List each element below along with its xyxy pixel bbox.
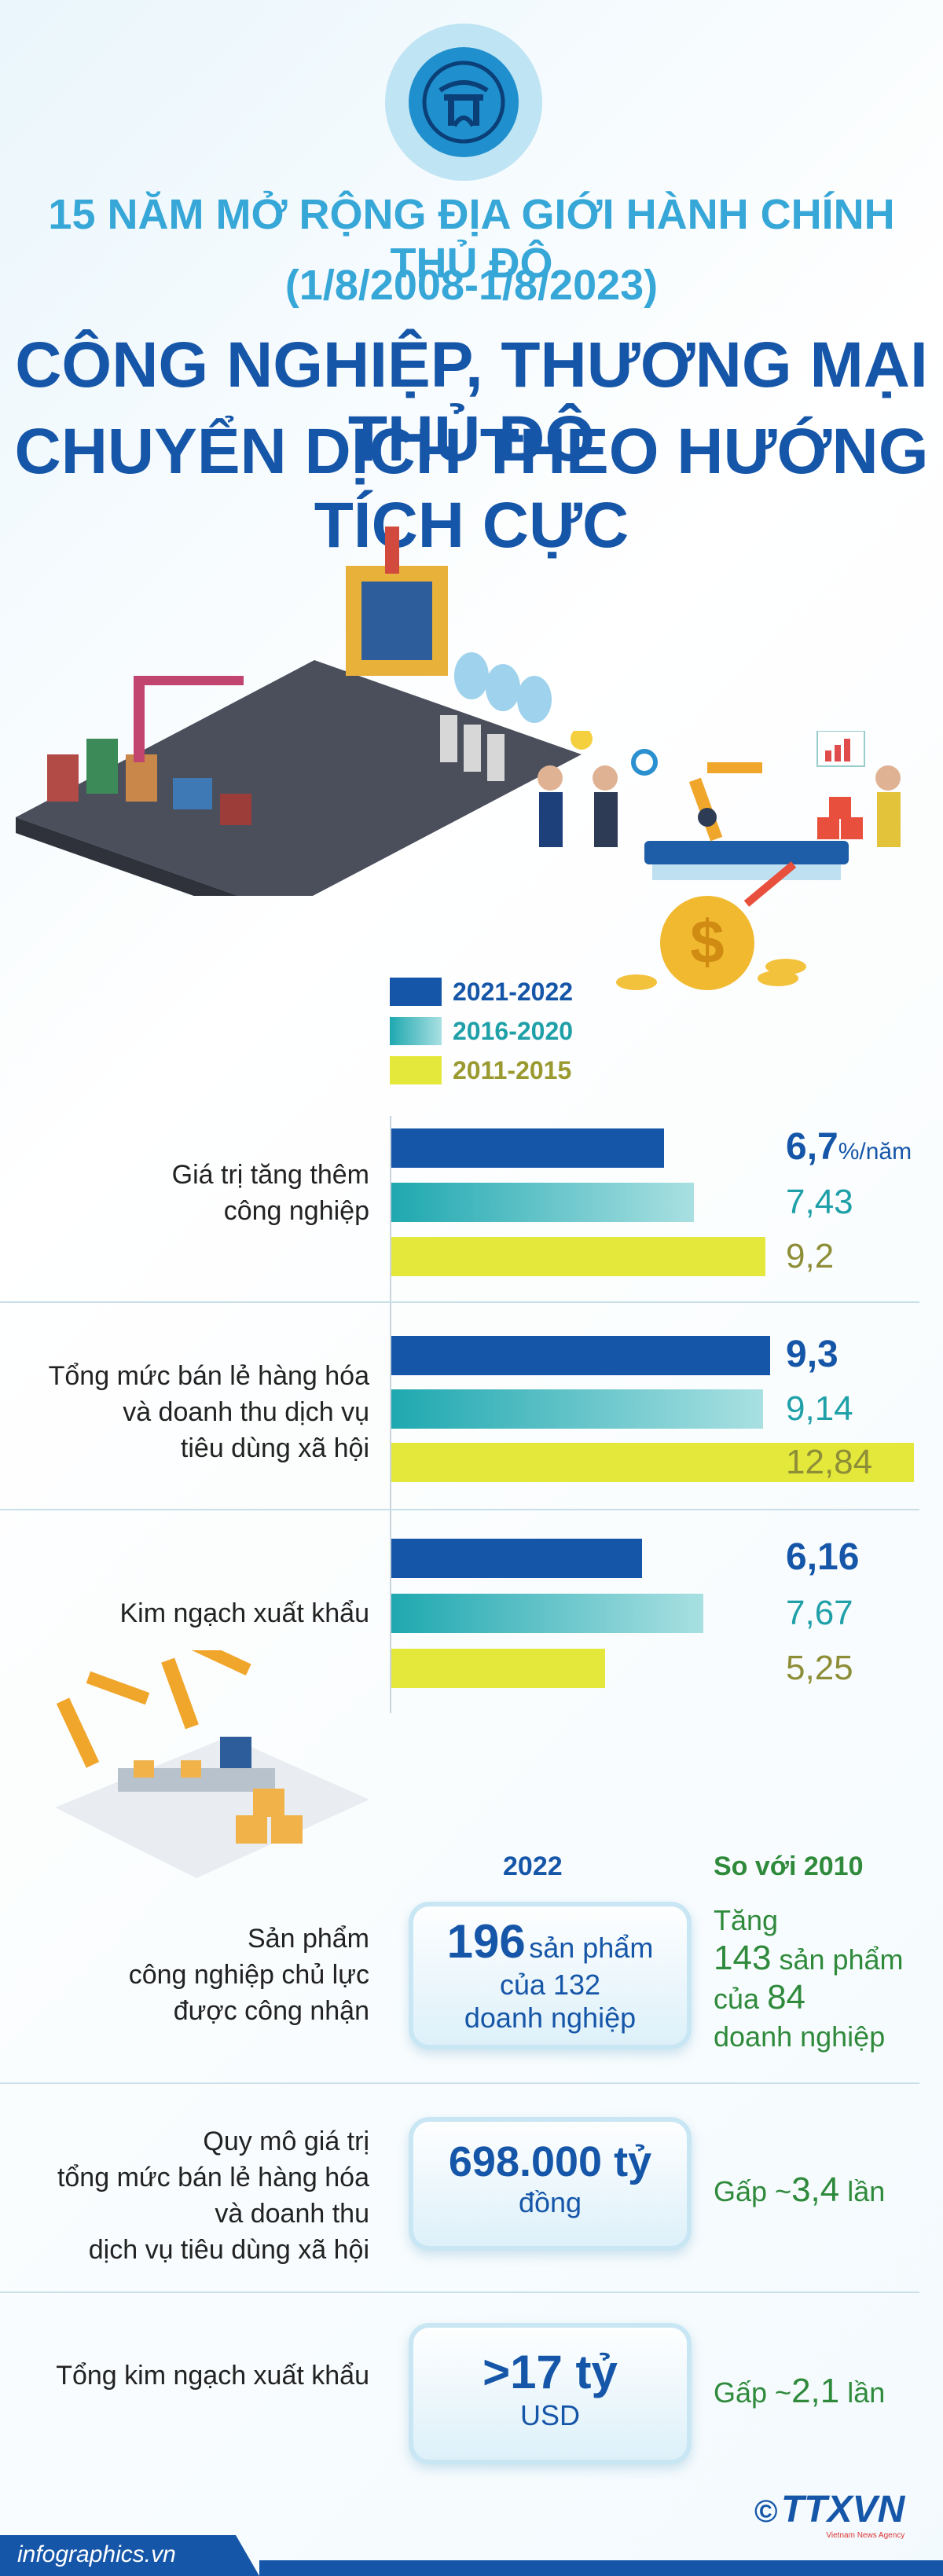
bar-retail-2016-2020 <box>391 1389 763 1429</box>
value-export-2021-2022: 6,16 <box>786 1536 860 1578</box>
chart-board-icon <box>816 731 865 767</box>
lightbulb-icon <box>571 731 593 750</box>
legend-swatch-2011-2015 <box>390 1056 442 1084</box>
divider <box>0 2292 919 2293</box>
footer-bar: infographics.vn <box>0 2535 943 2576</box>
site-link[interactable]: infographics.vn <box>17 2541 176 2567</box>
growth-arrow-icon <box>743 861 797 907</box>
divider <box>0 1509 919 1510</box>
gear-icon <box>631 749 658 776</box>
bar-industry-2021-2022 <box>391 1128 664 1168</box>
value-industry-2021-2022: 6,7%/năm <box>786 1126 912 1168</box>
scanner-icon <box>220 1737 251 1768</box>
category-label-industry: Giá trị tăng thêm công nghiệp <box>171 1160 369 1226</box>
chart-axis-line <box>390 1116 391 1713</box>
category-label-retail: Tổng mức bán lẻ hàng hóa và doanh thu dịc… <box>48 1361 369 1463</box>
stat-compare-export-total: Gấp ~2,1 lần <box>714 2372 886 2410</box>
robot-conveyor-illustration <box>55 1650 369 1878</box>
date-range: (1/8/2008-1/8/2023) <box>284 262 659 309</box>
bar-retail-2021-2022 <box>391 1336 770 1375</box>
column-header-2022: 2022 <box>503 1851 563 1881</box>
stat-label-retail-scale: Quy mô giá trị tổng mức bán lẻ hàng hóa và… <box>57 2126 369 2265</box>
legend-label-2016-2020: 2016-2020 <box>453 1017 574 1045</box>
supertitle: 15 NĂM MỞ RỘNG ĐỊA GIỚI HÀNH CHÍNH THỦ Đ… <box>48 191 895 287</box>
industrial-port-illustration <box>16 527 582 896</box>
coins-icon <box>616 959 806 990</box>
dollar-sign-icon: $ <box>660 896 754 990</box>
bar-industry-2011-2015 <box>391 1237 765 1276</box>
value-retail-2021-2022: 9,3 <box>786 1334 838 1375</box>
workers-robot-illustration: $ <box>538 731 901 990</box>
value-industry-2011-2015: 9,2 <box>786 1237 835 1275</box>
value-retail-2011-2015: 12,84 <box>786 1443 873 1481</box>
boxes-icon <box>134 1760 303 1844</box>
value-export-2011-2015: 5,25 <box>786 1649 853 1687</box>
robot-arm-icon <box>688 762 762 842</box>
stat-box-export-total: >17 tỷ USD <box>409 2323 692 2464</box>
copyright-icon: © <box>754 2494 778 2529</box>
storage-tank-icon <box>454 652 552 723</box>
stat-compare-key-products: Tăng 143 sản phẩm của 84 doanh nghiệp <box>714 1904 904 2053</box>
bar-export-2016-2020 <box>391 1594 703 1633</box>
bar-export-2021-2022 <box>391 1539 642 1578</box>
crates-icon <box>817 797 863 839</box>
stat-compare-retail-scale: Gấp ~3,4 lần <box>714 2171 886 2209</box>
legend-label-2011-2015: 2011-2015 <box>453 1056 572 1084</box>
divider <box>0 2082 919 2084</box>
crane-icon <box>134 676 145 762</box>
category-label-export: Kim ngạch xuất khẩu <box>119 1598 369 1628</box>
bar-retail-2011-2015 <box>391 1443 914 1482</box>
value-retail-2016-2020: 9,14 <box>786 1389 853 1428</box>
legend-label-2021-2022: 2021-2022 <box>453 978 574 1006</box>
divider <box>0 1301 919 1303</box>
stat-label-key-products: Sản phẩm công nghiệp chủ lực được công nhậ… <box>128 1924 369 2026</box>
hanoi-logo-icon <box>409 47 519 157</box>
agency-logo: © TTXVN Vietnam News Agency <box>754 2489 905 2540</box>
stat-box-key-products: 196 sản phẩm của 132 doanh nghiệp <box>409 1902 692 2049</box>
value-industry-2016-2020: 7,43 <box>786 1183 853 1221</box>
svg-text:$: $ <box>690 907 724 976</box>
column-header-compare-2010: So với 2010 <box>714 1851 864 1881</box>
page-title-line-2: CHUYỂN DỊCH THEO HƯỚNG TÍCH CỰC <box>14 416 929 561</box>
stat-box-retail-scale: 698.000 tỷ đồng <box>409 2117 692 2251</box>
bar-industry-2016-2020 <box>391 1183 694 1222</box>
legend-swatch-2016-2020 <box>390 1017 442 1045</box>
robot-arm-icon <box>56 1650 251 1768</box>
silo-icon <box>440 715 505 781</box>
stat-label-export-total: Tổng kim ngạch xuất khẩu <box>56 2361 369 2391</box>
legend-swatch-2021-2022 <box>390 978 442 1006</box>
worker-icon <box>538 765 901 847</box>
bar-export-2011-2015 <box>391 1649 605 1688</box>
page-title-line-1: CÔNG NGHIỆP, THƯƠNG MẠI THỦ ĐÔ <box>15 329 928 475</box>
value-export-2016-2020: 7,67 <box>786 1594 853 1632</box>
